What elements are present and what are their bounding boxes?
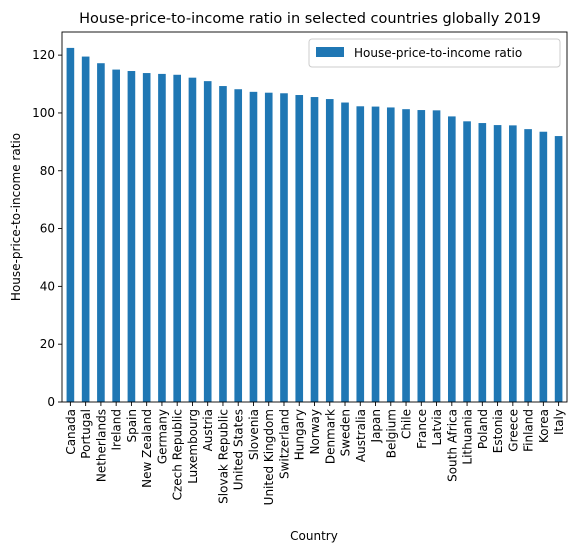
bar-estonia bbox=[493, 125, 502, 402]
bar-united-kingdom bbox=[264, 92, 273, 402]
y-tick-label: 80 bbox=[40, 164, 55, 178]
bar-new-zealand bbox=[142, 73, 151, 403]
bar-slovenia bbox=[249, 91, 258, 402]
y-tick-label: 60 bbox=[40, 222, 55, 236]
x-tick-label: United States bbox=[232, 409, 246, 490]
x-tick-label: Finland bbox=[522, 409, 536, 452]
x-tick-label: France bbox=[415, 409, 429, 449]
bar-finland bbox=[524, 129, 532, 403]
x-tick-label: Estonia bbox=[491, 409, 505, 453]
y-axis-label: House-price-to-income ratio bbox=[9, 133, 23, 301]
plot-frame bbox=[61, 31, 568, 403]
x-tick-label: Japan bbox=[369, 409, 383, 443]
x-tick-label: Ireland bbox=[110, 409, 124, 451]
legend: House-price-to-income ratio bbox=[308, 38, 561, 68]
x-tick-label: Portugal bbox=[79, 409, 93, 459]
y-tick-label: 20 bbox=[40, 337, 55, 351]
x-axis: Canada Portugal Netherlands Ireland Spain New… bbox=[64, 402, 566, 505]
bar-norway bbox=[310, 97, 319, 402]
bar-latvia bbox=[432, 110, 441, 402]
x-tick-label: Luxembourg bbox=[186, 409, 200, 484]
x-tick-label: Austria bbox=[201, 409, 215, 451]
bar-slovak-republic bbox=[219, 86, 227, 403]
x-tick-label: Netherlands bbox=[94, 409, 108, 482]
bar-ireland bbox=[112, 69, 120, 402]
x-tick-label: Slovenia bbox=[247, 409, 261, 460]
x-tick-label: Slovak Republic bbox=[216, 409, 230, 504]
bar-italy bbox=[554, 136, 563, 402]
x-tick-label: Lithuania bbox=[461, 409, 475, 465]
chart-title: House-price-to-income ratio in selected … bbox=[79, 11, 541, 27]
bar-united-states bbox=[234, 89, 243, 402]
bars-group bbox=[66, 47, 563, 403]
x-tick-label: Latvia bbox=[430, 409, 444, 446]
bar-hungary bbox=[295, 95, 304, 403]
legend-label: House-price-to-income ratio bbox=[354, 46, 522, 60]
bar-denmark bbox=[325, 99, 334, 402]
x-tick-label: Hungary bbox=[293, 409, 307, 460]
x-tick-label: Norway bbox=[308, 409, 322, 455]
legend-box bbox=[308, 38, 561, 68]
bar-south-africa bbox=[448, 116, 456, 402]
x-tick-label: Germany bbox=[155, 409, 169, 464]
bar-lithuania bbox=[463, 121, 471, 402]
bar-spain bbox=[127, 71, 136, 403]
bar-poland bbox=[478, 123, 487, 403]
bar-belgium bbox=[386, 107, 395, 402]
x-tick-label: New Zealand bbox=[140, 409, 154, 488]
bar-netherlands bbox=[97, 63, 105, 402]
bar-czech-republic bbox=[173, 74, 181, 402]
x-tick-label: Canada bbox=[64, 409, 78, 455]
x-tick-label: Korea bbox=[537, 409, 551, 443]
bar-portugal bbox=[81, 56, 90, 402]
y-tick-label: 40 bbox=[40, 279, 55, 293]
bar-chile bbox=[402, 109, 410, 403]
legend-swatch bbox=[316, 47, 344, 57]
x-axis-label: Country bbox=[290, 529, 338, 543]
bar-australia bbox=[356, 106, 365, 402]
x-tick-label: Sweden bbox=[339, 409, 353, 456]
bar-greece bbox=[509, 125, 517, 403]
bar-france bbox=[417, 110, 426, 403]
x-tick-label: Australia bbox=[354, 409, 368, 462]
y-tick-label: 120 bbox=[32, 48, 55, 62]
x-tick-label: Spain bbox=[125, 409, 139, 443]
bar-luxembourg bbox=[188, 77, 197, 403]
x-tick-label: Czech Republic bbox=[171, 409, 185, 500]
bar-switzerland bbox=[280, 93, 288, 402]
bar-germany bbox=[158, 73, 166, 402]
bar-sweden bbox=[341, 102, 349, 402]
bar-canada bbox=[66, 47, 75, 403]
x-tick-label: Italy bbox=[552, 409, 566, 435]
bar-austria bbox=[203, 81, 212, 402]
x-tick-label: United Kingdom bbox=[262, 409, 276, 505]
x-tick-label: South Africa bbox=[445, 409, 459, 482]
y-tick-label: 100 bbox=[32, 106, 55, 120]
bar-korea bbox=[539, 131, 548, 403]
x-tick-label: Chile bbox=[400, 409, 414, 439]
x-tick-label: Belgium bbox=[384, 409, 398, 458]
y-tick-label: 0 bbox=[47, 395, 55, 409]
x-tick-label: Poland bbox=[476, 409, 490, 449]
x-tick-label: Switzerland bbox=[277, 409, 291, 479]
y-axis: 0 20 40 60 80 100 120 bbox=[32, 48, 62, 409]
bar-japan bbox=[371, 106, 380, 402]
x-tick-label: Greece bbox=[506, 409, 520, 452]
x-tick-label: Denmark bbox=[323, 409, 337, 464]
